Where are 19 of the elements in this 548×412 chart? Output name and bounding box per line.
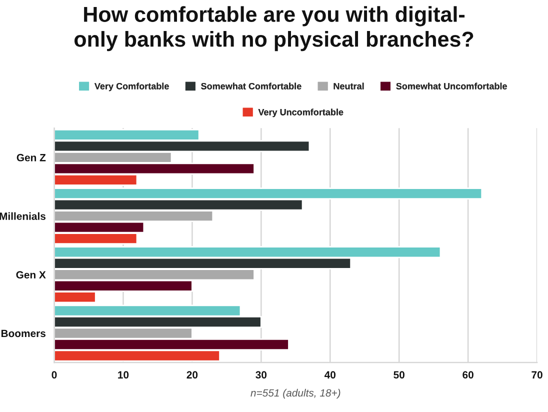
y-tick-label: Gen Z bbox=[16, 154, 46, 162]
x-tick-label: 40 bbox=[324, 371, 336, 379]
y-tick-label: Boomers bbox=[1, 330, 46, 338]
x-tick-label: 30 bbox=[256, 371, 267, 379]
x-tick-label: 0 bbox=[52, 371, 57, 379]
legend-label: Neutral bbox=[334, 82, 364, 90]
x-tick-label: 70 bbox=[532, 371, 542, 379]
legend-label: Very Uncomfortable bbox=[258, 108, 344, 118]
x-tick-label: 20 bbox=[186, 371, 198, 379]
x-tick-label: 60 bbox=[462, 371, 474, 379]
legend-label: Somewhat Uncomfortable bbox=[396, 82, 507, 90]
legend-label: Somewhat Comfortable bbox=[201, 82, 302, 90]
y-tick-label: Millenials bbox=[0, 212, 46, 220]
chart-title: How comfortable are you with digital- only banks with no physical branches? bbox=[74, 6, 474, 52]
x-tick-label: 50 bbox=[394, 371, 404, 379]
x-axis-title: n=551 (adults, 18+) bbox=[250, 388, 340, 399]
legend-label: Very Comfortable bbox=[94, 82, 169, 92]
x-tick-label: 10 bbox=[118, 371, 129, 379]
y-tick-label: Gen X bbox=[16, 271, 46, 279]
